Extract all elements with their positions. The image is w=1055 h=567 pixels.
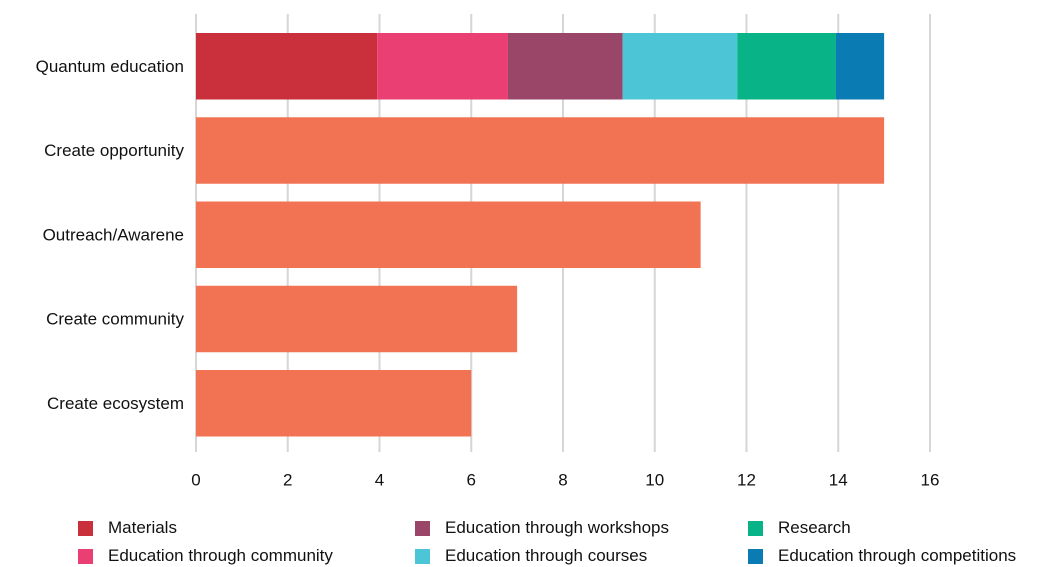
- category-label: Create ecosystem: [47, 394, 184, 413]
- category-label: Outreach/Awarene: [43, 225, 184, 244]
- bar-segment-education-through-competitions: [835, 33, 885, 100]
- x-tick-label: 12: [737, 471, 756, 490]
- bar-segment-education-through-community: [377, 33, 508, 100]
- x-tick-label: 16: [921, 471, 940, 490]
- x-tick-label: 14: [829, 471, 848, 490]
- bar-outreach-awarene: [196, 201, 701, 268]
- x-axis-tick-labels: 0 2 4 6 8 10 12 14 16: [191, 471, 939, 490]
- category-label: Create community: [46, 310, 184, 329]
- x-tick-label: 8: [558, 471, 567, 490]
- x-tick-label: 10: [645, 471, 664, 490]
- bar-create-ecosystem: [196, 370, 472, 437]
- x-tick-label: 0: [191, 471, 200, 490]
- bar-segment-research: [737, 33, 836, 100]
- category-label: Create opportunity: [44, 141, 184, 160]
- category-label: Quantum education: [36, 57, 184, 76]
- bar-create-opportunity: [196, 117, 885, 184]
- x-tick-label: 4: [375, 471, 384, 490]
- bar-create-community: [196, 285, 518, 353]
- x-tick-label: 2: [283, 471, 292, 490]
- bar-segment-education-through-workshops: [507, 33, 623, 100]
- y-axis-labels: Quantum education Create opportunity Outre…: [36, 57, 185, 413]
- bars: [196, 33, 885, 437]
- bar-segment-materials: [196, 33, 378, 100]
- x-tick-label: 6: [467, 471, 476, 490]
- bar-segment-education-through-courses: [622, 33, 738, 100]
